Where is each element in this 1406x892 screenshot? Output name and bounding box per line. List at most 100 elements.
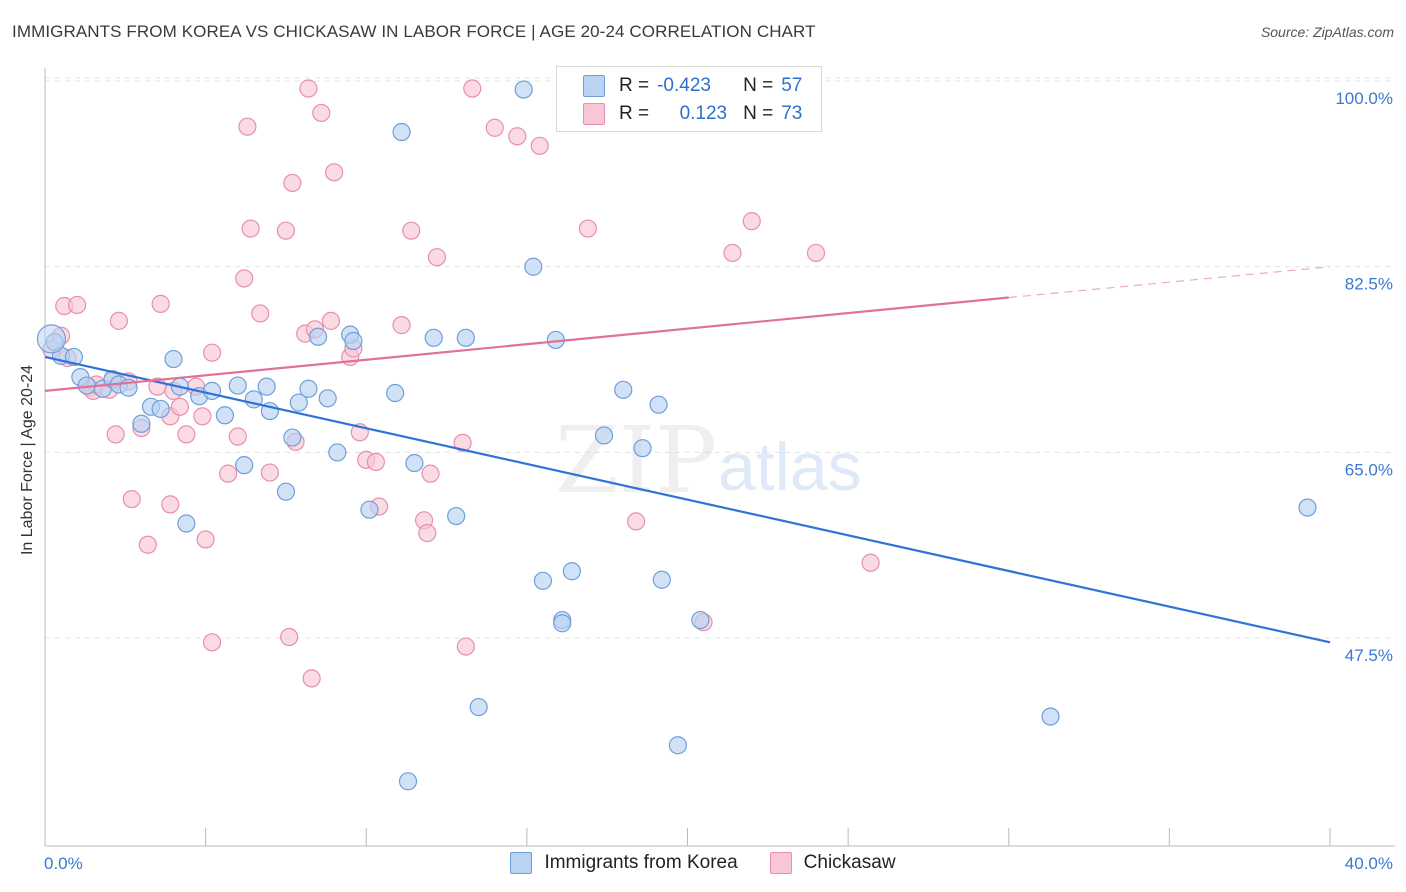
x-tick-label: 0.0% — [44, 854, 83, 873]
chickasaw-point — [806, 243, 826, 263]
chickasaw-point — [578, 219, 598, 238]
chickasaw-point — [260, 463, 279, 482]
stats-legend: R = -0.423 N = 57 R = 0.123 N = 73 — [556, 66, 822, 132]
chickasaw-point — [106, 425, 125, 444]
korea-point — [132, 414, 151, 433]
korea-point — [405, 453, 424, 473]
chickasaw-point — [325, 163, 344, 182]
korea-r-label: R = — [619, 75, 650, 96]
chickasaw-point — [626, 512, 646, 531]
chickasaw-point — [302, 669, 321, 688]
korea-point — [392, 122, 411, 142]
y-tick-label: 47.5% — [1345, 646, 1393, 665]
chickasaw-point — [109, 311, 128, 330]
korea-n-value: 57 — [781, 75, 803, 96]
chickasaw-point — [251, 304, 270, 323]
chickasaw-trend-extension — [1008, 266, 1331, 299]
grid-lines — [45, 77, 1395, 639]
korea-point — [289, 393, 308, 412]
korea-point — [318, 389, 337, 408]
chickasaw-point — [138, 535, 157, 554]
chickasaw-trend-line — [44, 296, 1009, 392]
chickasaw-swatch — [583, 103, 605, 125]
chickasaw-point — [161, 495, 180, 514]
chickasaw-point — [68, 295, 87, 315]
korea-point — [177, 514, 196, 533]
chickasaw-point — [723, 243, 742, 263]
source-credit: Source: ZipAtlas.com — [1260, 24, 1394, 40]
chickasaw-point — [421, 464, 440, 483]
chickasaw-point — [299, 79, 318, 98]
x-tick-label: 40.0% — [1345, 854, 1393, 873]
korea-point — [691, 610, 710, 630]
data-points — [36, 79, 1317, 791]
korea-point — [424, 328, 443, 347]
korea-point — [447, 506, 466, 526]
legend-chickasaw-swatch — [769, 852, 792, 874]
korea-point — [456, 328, 475, 347]
korea-point — [614, 380, 633, 399]
legend-row-chickasaw: R = 0.123 N = 73 — [583, 101, 802, 127]
korea-point — [386, 383, 405, 403]
korea-cluster-point — [36, 324, 67, 354]
chickasaw-r-value: 0.123 — [679, 103, 728, 124]
korea-point — [553, 614, 572, 633]
chickasaw-point — [238, 117, 257, 136]
korea-point — [398, 772, 418, 791]
chickasaw-point — [453, 433, 472, 452]
korea-point — [652, 570, 671, 589]
y-tick-label: 100.0% — [1335, 89, 1393, 108]
watermark: ZIP atlas — [555, 407, 862, 514]
chickasaw-r-label: R = — [619, 103, 650, 124]
korea-swatch — [583, 75, 605, 97]
chickasaw-point — [861, 553, 880, 572]
chickasaw-n-label: N = — [743, 103, 774, 124]
chickasaw-n-value: 73 — [781, 103, 803, 124]
legend-item-korea[interactable]: Immigrants from Korea — [510, 852, 738, 874]
chickasaw-point — [366, 452, 385, 472]
korea-point — [283, 428, 302, 447]
korea-point — [633, 439, 652, 458]
chickasaw-point — [219, 464, 238, 483]
y-axis-label: In Labor Force | Age 20-24 — [19, 364, 36, 556]
chickasaw-point — [177, 425, 196, 444]
korea-point — [276, 482, 296, 501]
watermark-atlas: atlas — [718, 429, 862, 505]
chickasaw-point — [283, 173, 302, 193]
korea-point — [344, 331, 363, 351]
korea-point — [649, 395, 668, 414]
chickasaw-point — [202, 343, 222, 362]
chart-title: IMMIGRANTS FROM KOREA VS CHICKASAW IN LA… — [12, 22, 816, 41]
korea-point — [533, 571, 553, 590]
chickasaw-point — [193, 407, 212, 426]
korea-point — [524, 257, 543, 276]
korea-point — [228, 376, 247, 395]
chickasaw-point — [280, 627, 299, 647]
chickasaw-point — [151, 294, 170, 313]
chickasaw-point — [276, 221, 296, 240]
korea-point — [64, 347, 84, 367]
watermark-zip: ZIP — [555, 407, 717, 514]
korea-point — [308, 327, 328, 346]
korea-point — [164, 349, 183, 369]
korea-point — [594, 426, 614, 445]
trend-lines — [44, 266, 1331, 644]
chickasaw-point — [456, 637, 475, 656]
chickasaw-point — [402, 221, 421, 240]
chickasaw-point — [312, 103, 331, 123]
korea-n-label: N = — [743, 75, 774, 96]
chickasaw-point — [418, 523, 437, 543]
korea-point — [257, 377, 276, 396]
chickasaw-point — [321, 311, 341, 330]
korea-point — [360, 500, 379, 519]
korea-point — [299, 379, 318, 398]
axes — [44, 68, 1395, 847]
chickasaw-point — [196, 530, 215, 549]
korea-point — [1298, 498, 1317, 517]
chickasaw-point — [530, 136, 549, 155]
korea-point — [668, 736, 687, 755]
legend-item-chickasaw[interactable]: Chickasaw — [769, 852, 896, 874]
legend-row-korea: R = -0.423 N = 57 — [583, 73, 802, 99]
chickasaw-point — [427, 248, 447, 267]
